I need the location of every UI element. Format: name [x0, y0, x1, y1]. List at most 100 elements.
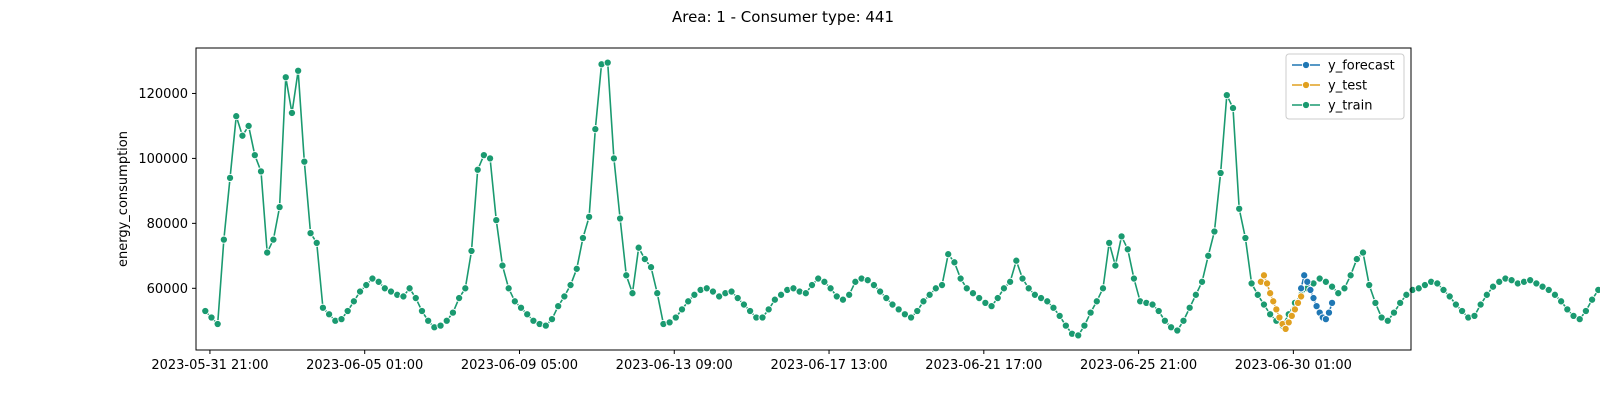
data-point	[1148, 300, 1157, 309]
data-point	[1532, 279, 1541, 288]
data-point	[1433, 279, 1442, 288]
data-point	[1293, 298, 1303, 307]
data-point	[1253, 290, 1262, 299]
legend-swatch-marker	[1301, 80, 1311, 90]
data-point	[640, 255, 649, 264]
x-tick-label: 2023-05-31 21:00	[151, 358, 268, 373]
legend-label: y_forecast	[1328, 59, 1395, 74]
data-point	[807, 280, 817, 290]
legend-swatch-marker	[1301, 100, 1311, 110]
data-point	[1111, 261, 1120, 270]
y-tick-label: 100000	[138, 152, 188, 167]
data-point	[950, 258, 959, 267]
data-point	[294, 66, 303, 75]
data-point	[919, 297, 928, 306]
data-point	[1526, 276, 1535, 285]
data-point	[1383, 316, 1392, 325]
data-point	[1263, 279, 1272, 288]
data-point	[1334, 289, 1343, 298]
data-point	[1451, 300, 1460, 309]
data-point	[851, 277, 860, 286]
data-point	[1300, 271, 1309, 280]
data-point	[1389, 308, 1399, 317]
data-point	[937, 280, 947, 290]
data-point	[708, 287, 718, 296]
data-point	[1306, 285, 1315, 294]
data-point	[1324, 308, 1334, 317]
data-point	[436, 321, 445, 330]
data-point	[1550, 290, 1559, 299]
data-point	[1247, 279, 1256, 288]
data-point	[207, 313, 216, 322]
data-point	[702, 284, 711, 293]
data-point	[1544, 285, 1553, 294]
data-point	[801, 289, 810, 298]
data-point	[944, 250, 953, 259]
data-point	[578, 233, 587, 243]
data-point	[1365, 280, 1374, 290]
data-point	[1290, 305, 1299, 314]
data-point	[566, 280, 575, 290]
data-point	[1371, 298, 1380, 307]
data-point	[263, 248, 272, 257]
data-point	[1297, 284, 1306, 293]
data-point	[1098, 284, 1108, 293]
data-point	[770, 295, 779, 304]
data-point	[541, 321, 550, 330]
data-point	[362, 280, 371, 290]
data-point	[1222, 91, 1231, 100]
data-point	[1420, 280, 1429, 290]
data-point	[727, 287, 736, 296]
data-point	[343, 306, 352, 316]
data-point	[300, 157, 309, 166]
data-point	[572, 264, 581, 273]
data-point	[1185, 303, 1194, 312]
data-point	[1377, 313, 1386, 322]
data-point	[380, 284, 389, 293]
data-point	[1241, 233, 1250, 243]
data-point	[1204, 251, 1213, 260]
data-point	[529, 316, 538, 325]
data-point	[746, 306, 755, 316]
data-point	[1557, 297, 1566, 306]
data-point	[832, 292, 841, 301]
legend-label: y_train	[1328, 99, 1372, 114]
data-point	[547, 315, 557, 324]
data-point	[473, 165, 482, 174]
data-point	[1495, 277, 1504, 286]
data-point	[1458, 306, 1467, 316]
data-point	[665, 318, 674, 327]
data-point	[1228, 104, 1238, 113]
data-point	[504, 284, 513, 293]
data-point	[975, 293, 984, 303]
series-y-train	[201, 58, 1600, 340]
data-point	[1488, 282, 1498, 291]
data-point	[1575, 315, 1584, 324]
data-point	[356, 287, 365, 296]
data-point	[399, 292, 408, 301]
data-point	[1321, 315, 1330, 324]
data-point	[1018, 274, 1027, 283]
data-point	[516, 303, 526, 312]
data-point	[448, 308, 457, 317]
data-point	[956, 274, 965, 283]
data-point	[1259, 300, 1269, 309]
data-point	[826, 284, 835, 293]
data-point	[269, 235, 278, 244]
data-point	[1006, 277, 1015, 286]
data-point	[646, 263, 656, 272]
data-point	[1266, 289, 1275, 298]
data-point	[250, 151, 259, 160]
data-point	[486, 154, 495, 163]
x-tick-label: 2023-06-13 09:00	[616, 358, 733, 373]
data-point	[1328, 298, 1337, 307]
data-point	[349, 297, 358, 306]
data-point	[1414, 284, 1423, 293]
data-point	[1402, 290, 1411, 299]
y-tick-label: 80000	[147, 217, 188, 232]
data-point	[1235, 204, 1244, 213]
data-point	[634, 243, 643, 252]
data-point	[609, 154, 618, 163]
data-point	[733, 293, 742, 303]
data-point	[1303, 277, 1312, 286]
